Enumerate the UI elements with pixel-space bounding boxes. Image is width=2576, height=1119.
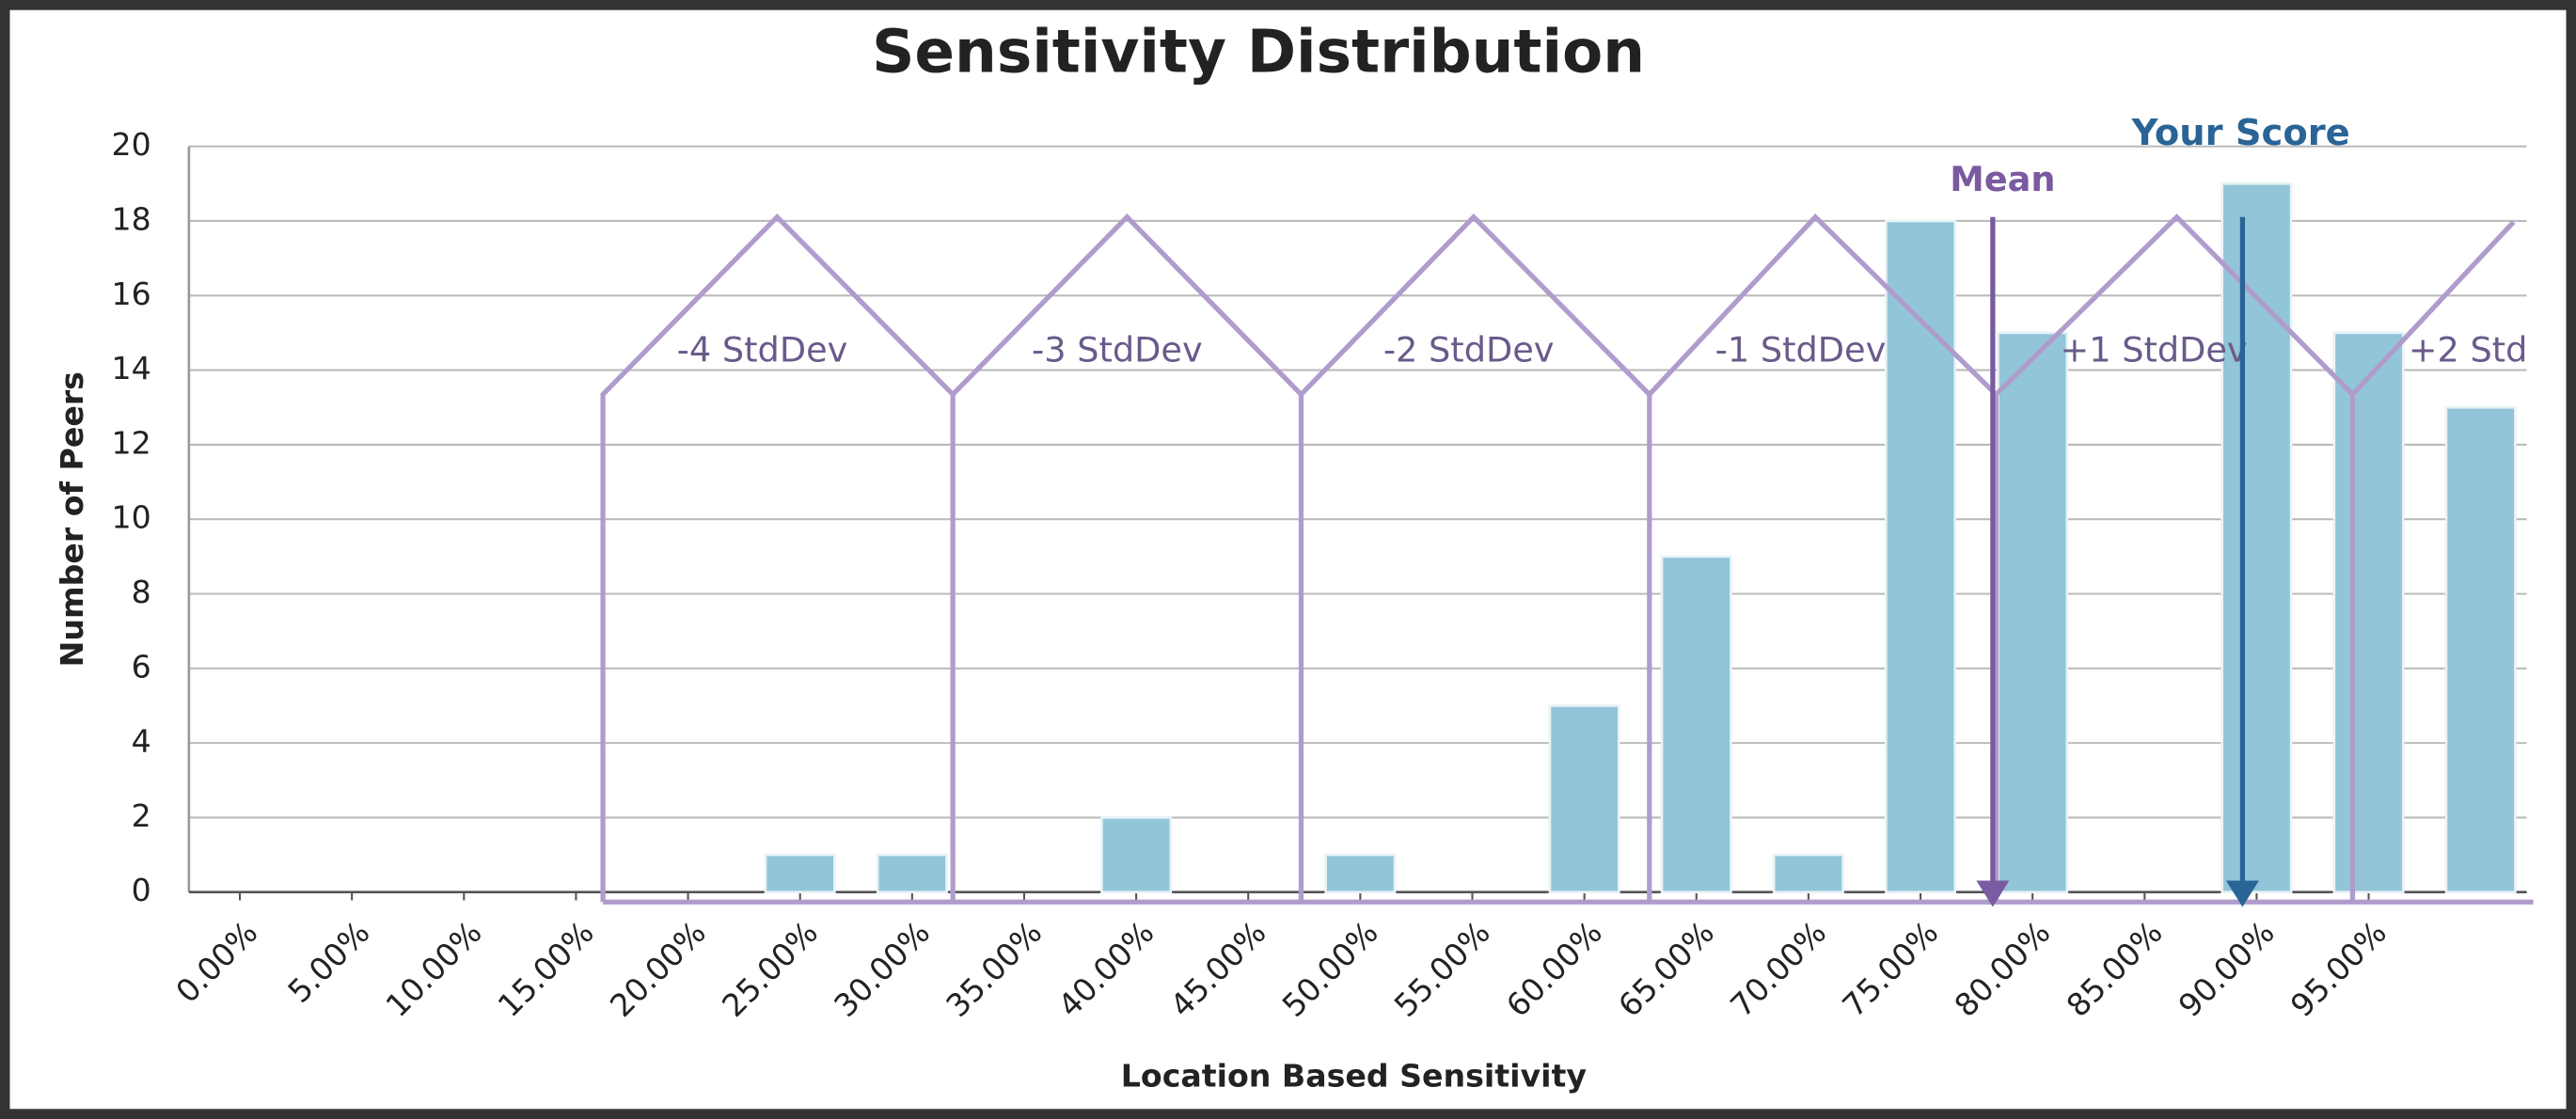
y-axis-label: Number of Peers bbox=[54, 371, 90, 667]
score-arrowhead bbox=[2225, 880, 2259, 907]
bar bbox=[1885, 219, 1957, 894]
stddev-label: -2 StdDev bbox=[1383, 330, 1555, 370]
y-tick-label: 18 bbox=[111, 200, 150, 237]
score-label: Your Score bbox=[2131, 112, 2350, 154]
bar bbox=[876, 853, 948, 894]
y-tick-label: 16 bbox=[111, 276, 150, 312]
bar bbox=[1548, 704, 1620, 894]
bar bbox=[1772, 853, 1844, 894]
y-tick-label: 14 bbox=[111, 350, 150, 386]
stddev-label: -4 StdDev bbox=[677, 330, 848, 370]
y-tick-label: 8 bbox=[132, 574, 151, 610]
stddev-overlay bbox=[600, 213, 2534, 905]
y-tick-label: 2 bbox=[132, 797, 151, 834]
bar bbox=[1997, 331, 2069, 894]
bar bbox=[2332, 331, 2405, 894]
y-tick-label: 12 bbox=[111, 424, 150, 461]
mean-arrowhead bbox=[1976, 880, 2010, 907]
y-tick-label: 4 bbox=[132, 723, 151, 760]
stddev-outline bbox=[600, 213, 2516, 903]
y-tick-label: 0 bbox=[132, 872, 151, 908]
bar bbox=[764, 853, 836, 894]
chart-background bbox=[9, 9, 2567, 1110]
bar bbox=[2220, 182, 2293, 894]
x-axis-label: Location Based Sensitivity bbox=[1121, 1058, 1588, 1095]
chart-title: Sensitivity Distribution bbox=[872, 18, 1645, 87]
bar bbox=[1660, 555, 1732, 894]
stddev-label: +1 StdDev bbox=[2060, 330, 2247, 370]
bars bbox=[764, 182, 2517, 894]
bar bbox=[2444, 405, 2517, 894]
stddev-label: -1 StdDev bbox=[1715, 330, 1887, 370]
stddev-label: -3 StdDev bbox=[1032, 330, 1203, 370]
bar bbox=[1100, 816, 1173, 894]
y-tick-label: 10 bbox=[111, 499, 150, 536]
y-tick-label: 6 bbox=[132, 648, 151, 685]
bar bbox=[1324, 853, 1397, 894]
mean-label: Mean bbox=[1950, 159, 2055, 199]
stddev-label: +2 Std bbox=[2409, 330, 2528, 370]
y-tick-label: 20 bbox=[111, 126, 150, 163]
